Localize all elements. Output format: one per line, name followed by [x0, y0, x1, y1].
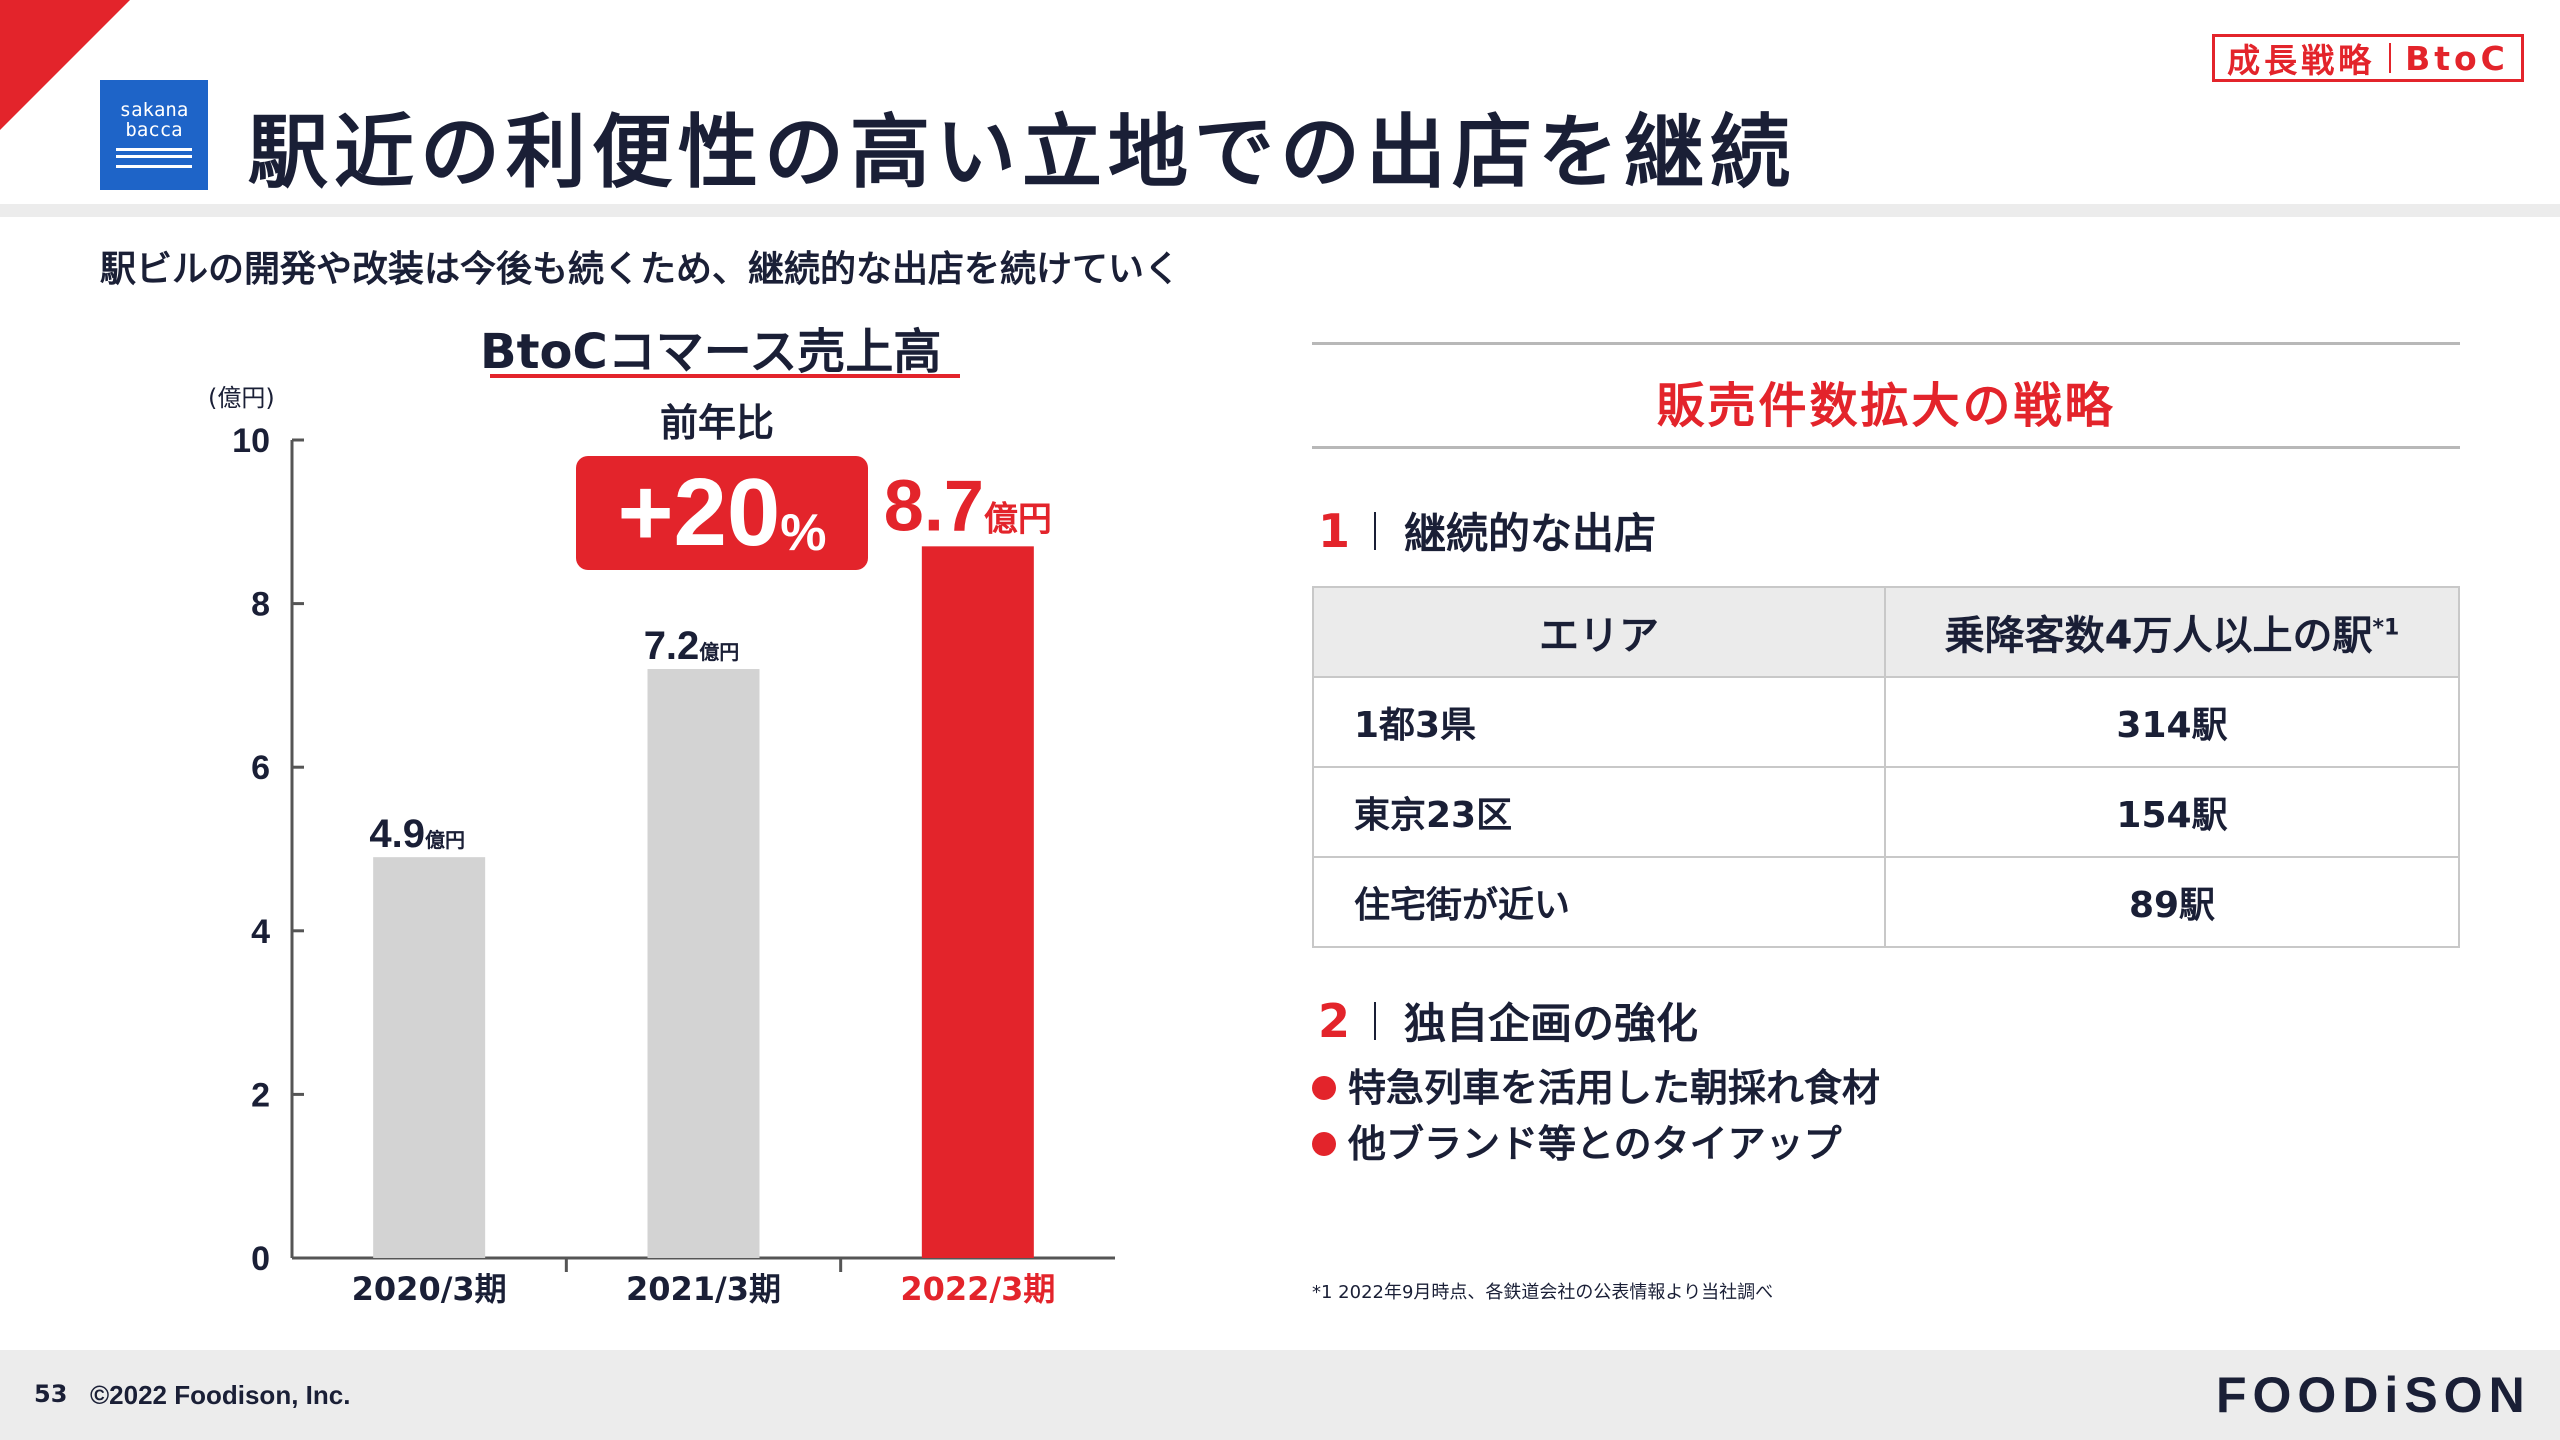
data-label: 8.7億円 — [884, 466, 1052, 546]
list-item: 他ブランド等とのタイアップ — [1312, 1116, 1880, 1172]
yoy-value: +20 — [617, 459, 781, 566]
table-row: 住宅街が近い 89駅 — [1312, 856, 2460, 948]
strategy-title: 販売件数拡大の戦略 — [1656, 378, 2116, 434]
y-axis-unit: (億円) — [208, 384, 275, 412]
data-label: 7.2億円 — [644, 624, 740, 668]
bar — [921, 546, 1034, 1258]
bullet-text: 他ブランド等とのタイアップ — [1348, 1122, 1842, 1166]
data-label-value: 4.9 — [369, 812, 425, 856]
table-header-count: 乗降客数4万人以上の駅*1 — [1884, 586, 2460, 678]
chart-title: BtoCコマース売上高 — [480, 324, 942, 380]
page-number: 53 — [34, 1380, 68, 1408]
tag-right: BtoC — [2405, 38, 2509, 78]
data-label: 4.9億円 — [369, 812, 465, 856]
data-label-unit: 億円 — [984, 500, 1052, 538]
y-tick-label: 6 — [251, 749, 270, 787]
tag-divider — [2389, 43, 2392, 73]
table-header-row: エリア 乗降客数4万人以上の駅*1 — [1312, 586, 2460, 678]
section-2-number: 2 — [1318, 993, 1351, 1048]
footer-bar — [0, 1350, 2560, 1440]
tag-left: 成長戦略 — [2227, 41, 2376, 80]
section-1-divider — [1374, 511, 1376, 550]
section-tag: 成長戦略 BtoC — [2212, 34, 2524, 82]
y-tick-label: 10 — [232, 422, 270, 460]
section-1-number: 1 — [1318, 503, 1351, 558]
bar — [373, 857, 486, 1258]
foodison-logo: FOODiSON — [2216, 1367, 2531, 1423]
header-area-label: エリア — [1539, 613, 1659, 659]
row-count: 154駅 — [1884, 766, 2460, 858]
logo-wave-lines — [116, 148, 192, 168]
data-label-value: 8.7 — [884, 466, 984, 546]
section-2-divider — [1374, 1001, 1376, 1040]
chart-title-underline — [490, 374, 960, 378]
bullet-text: 特急列車を活用した朝採れ食材 — [1348, 1066, 1881, 1110]
bar — [647, 669, 760, 1258]
row-count: 89駅 — [1884, 856, 2460, 948]
table-row: 1都3県 314駅 — [1312, 676, 2460, 768]
panel-top-rule — [1312, 342, 2460, 345]
y-tick-label: 8 — [251, 586, 270, 624]
sakana-bacca-logo: sakana bacca — [100, 80, 208, 190]
subtitle: 駅ビルの開発や改装は今後も続くため、継続的な出店を続けていく — [100, 249, 1181, 290]
copyright: ©2022 Foodison, Inc. — [90, 1380, 351, 1410]
section-2-title: 独自企画の強化 — [1404, 999, 1699, 1048]
row-area: 住宅街が近い — [1312, 856, 1886, 948]
y-tick-label: 0 — [251, 1240, 270, 1278]
y-tick-label: 4 — [251, 913, 270, 951]
bullet-dot-icon — [1312, 1076, 1336, 1100]
bullet-dot-icon — [1312, 1132, 1336, 1156]
data-label-unit: 億円 — [699, 640, 739, 664]
x-tick-label: 2022/3期 — [900, 1270, 1055, 1308]
list-item: 特急列車を活用した朝採れ食材 — [1312, 1060, 1880, 1116]
data-label-value: 7.2 — [644, 624, 700, 668]
section-2-heading: 2 独自企画の強化 — [1318, 990, 1698, 1051]
row-area: 東京23区 — [1312, 766, 1886, 858]
header-divider — [0, 204, 2560, 217]
bullet-list: 特急列車を活用した朝採れ食材 他ブランド等とのタイアップ — [1312, 1060, 1880, 1172]
yoy-label: 前年比 — [660, 401, 775, 445]
y-tick-label: 2 — [251, 1076, 270, 1114]
row-area: 1都3県 — [1312, 676, 1886, 768]
table-header-area: エリア — [1312, 586, 1886, 678]
bar-chart: 02468102020/3期4.9億円2021/3期7.2億円2022/3期8.… — [232, 422, 1115, 1308]
x-tick-label: 2021/3期 — [626, 1270, 781, 1308]
logo-text-bottom: bacca — [125, 119, 183, 141]
table-row: 東京23区 154駅 — [1312, 766, 2460, 858]
footnote: *1 2022年9月時点、各鉄道会社の公表情報より当社調べ — [1312, 1282, 1774, 1303]
yoy-badge: +20 % — [576, 456, 868, 570]
x-tick-label: 2020/3期 — [352, 1270, 507, 1308]
section-1-heading: 1 継続的な出店 — [1318, 500, 1656, 561]
row-count: 314駅 — [1884, 676, 2460, 768]
logo-text-top: sakana — [119, 99, 189, 121]
header-count-label: 乗降客数4万人以上の駅 — [1944, 613, 2373, 659]
footnote-marker: *1 — [2372, 615, 2400, 641]
data-label-unit: 億円 — [425, 828, 465, 852]
station-table: エリア 乗降客数4万人以上の駅*1 1都3県 314駅 東京23区 154駅 住… — [1312, 586, 2460, 948]
panel-bottom-rule — [1312, 446, 2460, 449]
section-1-title: 継続的な出店 — [1404, 509, 1657, 558]
page-title: 駅近の利便性の高い立地での出店を継続 — [248, 106, 1796, 199]
yoy-unit: % — [780, 504, 827, 562]
